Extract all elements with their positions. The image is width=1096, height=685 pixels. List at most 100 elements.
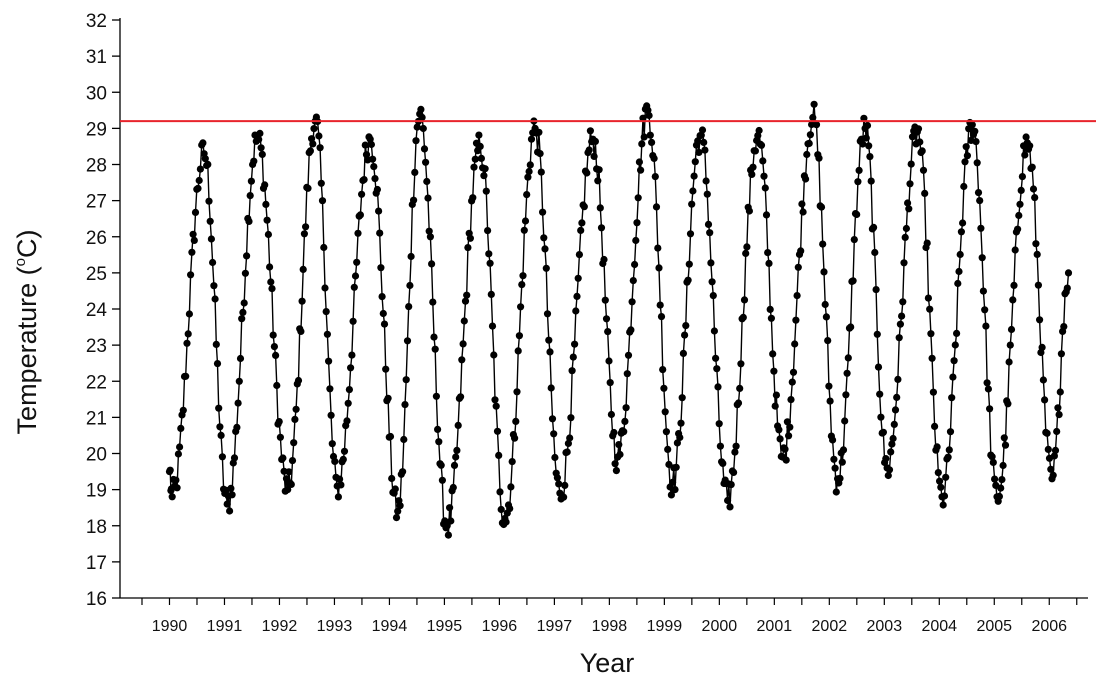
data-point xyxy=(300,230,308,238)
data-point xyxy=(1017,186,1025,194)
data-point xyxy=(979,287,988,295)
data-point xyxy=(637,166,645,174)
data-point xyxy=(620,428,628,436)
data-point xyxy=(991,475,999,483)
data-point xyxy=(926,305,934,313)
data-point xyxy=(540,234,548,242)
data-point xyxy=(258,150,266,158)
data-point xyxy=(586,127,595,135)
data-point xyxy=(701,146,709,154)
data-point xyxy=(676,433,684,442)
data-point xyxy=(695,148,703,156)
x-tick-label: 1992 xyxy=(262,618,298,635)
data-point xyxy=(900,259,908,267)
data-point xyxy=(517,303,525,311)
data-point xyxy=(257,144,265,152)
data-point xyxy=(524,173,532,181)
data-point xyxy=(923,239,931,247)
data-point xyxy=(279,454,287,462)
data-point xyxy=(931,422,939,430)
data-point xyxy=(1047,465,1055,473)
data-point xyxy=(189,230,197,238)
data-point xyxy=(331,457,339,465)
data-point xyxy=(977,224,985,232)
data-point xyxy=(583,169,591,177)
data-point xyxy=(757,141,766,149)
data-point xyxy=(951,341,959,349)
data-point xyxy=(1038,343,1046,351)
y-tick-label: 29 xyxy=(86,119,107,140)
data-point xyxy=(1056,388,1064,396)
data-point xyxy=(384,394,392,402)
data-point xyxy=(477,154,485,162)
data-point xyxy=(508,458,516,466)
x-tick-label: 2004 xyxy=(921,618,957,635)
data-point xyxy=(382,365,390,373)
data-point xyxy=(233,423,241,431)
data-point xyxy=(681,331,689,339)
data-point xyxy=(168,493,176,501)
data-point xyxy=(820,268,828,276)
data-point xyxy=(476,142,484,150)
data-point xyxy=(173,484,181,492)
data-point xyxy=(1010,281,1018,289)
data-point xyxy=(838,458,846,466)
data-point xyxy=(418,113,426,121)
data-point xyxy=(1032,240,1040,248)
data-point xyxy=(460,317,468,325)
data-point xyxy=(1028,163,1036,171)
data-point xyxy=(1029,185,1038,193)
data-point xyxy=(487,290,495,298)
data-point xyxy=(566,434,574,442)
data-point xyxy=(755,126,763,135)
x-tick-label: 1990 xyxy=(152,618,188,635)
data-point xyxy=(849,277,857,285)
data-point xyxy=(471,155,479,163)
data-point xyxy=(1026,142,1034,150)
data-point xyxy=(223,500,231,508)
data-point xyxy=(786,423,794,431)
data-point xyxy=(179,406,187,414)
data-point xyxy=(806,131,815,139)
data-point xyxy=(898,312,906,320)
data-point xyxy=(940,492,949,500)
data-point xyxy=(176,443,184,451)
data-point xyxy=(714,383,722,391)
data-point xyxy=(995,492,1004,500)
data-point xyxy=(724,496,732,505)
data-point xyxy=(954,279,962,288)
data-point xyxy=(261,181,269,189)
data-point xyxy=(905,205,913,213)
data-point xyxy=(766,305,774,313)
data-point xyxy=(294,376,303,385)
data-point xyxy=(574,274,582,282)
data-point xyxy=(563,448,571,456)
data-point xyxy=(447,517,455,525)
data-point xyxy=(310,125,318,133)
data-point xyxy=(590,152,598,160)
data-point xyxy=(624,351,633,359)
data-point xyxy=(484,227,492,235)
data-point xyxy=(344,399,352,407)
data-point xyxy=(444,531,452,539)
data-point xyxy=(1063,284,1071,292)
data-point xyxy=(523,191,531,199)
data-point xyxy=(708,278,716,286)
data-point xyxy=(564,439,573,447)
data-point xyxy=(340,447,349,455)
data-point xyxy=(569,353,577,361)
data-point xyxy=(652,203,661,211)
data-point xyxy=(601,296,609,304)
data-point xyxy=(400,435,408,444)
data-point xyxy=(621,417,629,425)
data-point xyxy=(907,160,915,168)
data-point xyxy=(215,404,223,412)
data-point xyxy=(1054,404,1062,412)
data-point xyxy=(894,375,902,383)
data-point xyxy=(325,357,333,365)
data-point xyxy=(831,464,839,472)
data-point xyxy=(371,175,379,183)
data-point xyxy=(521,217,530,225)
data-point xyxy=(842,391,850,399)
data-point xyxy=(461,297,470,305)
